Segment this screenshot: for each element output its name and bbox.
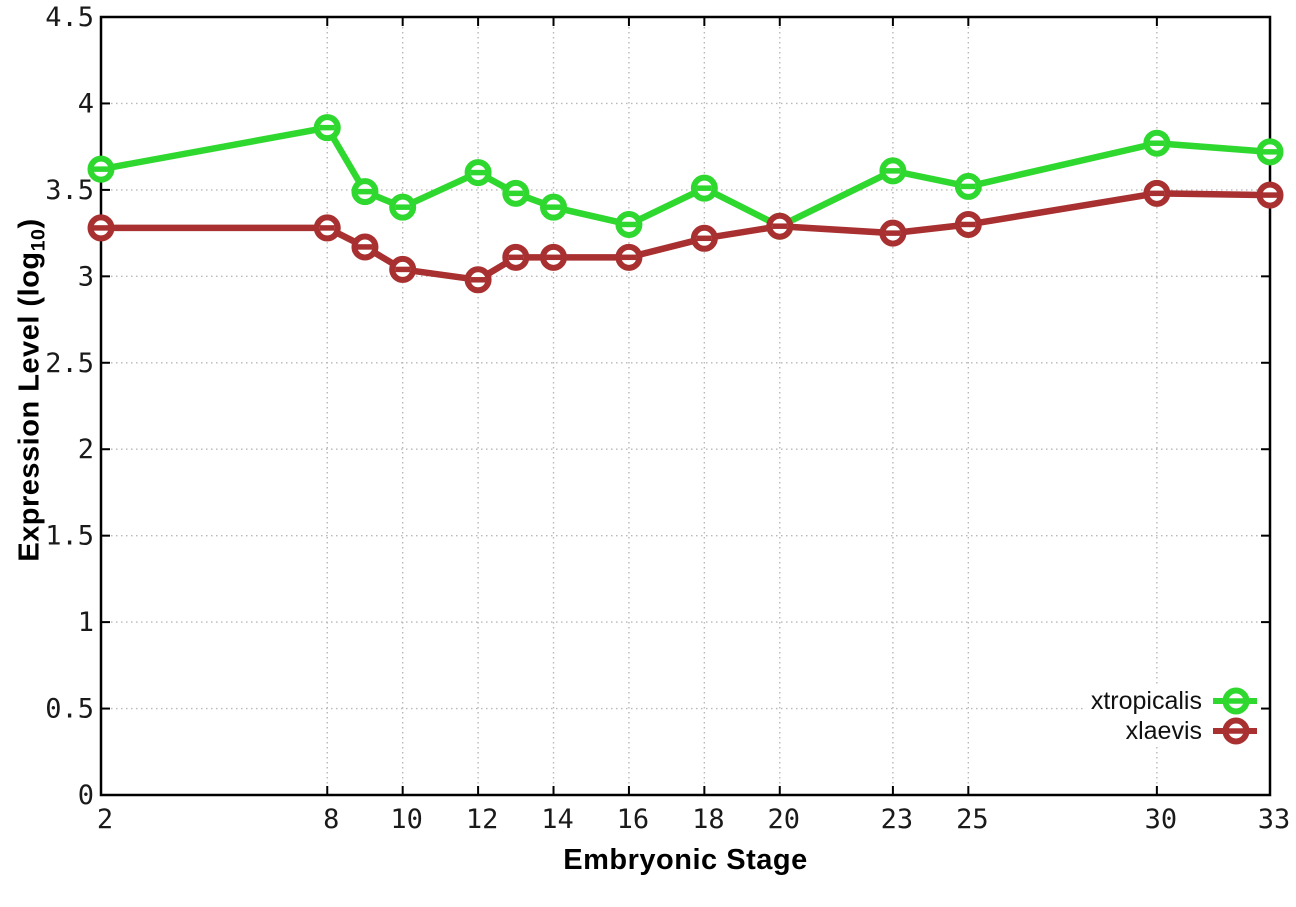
y-tick-label: 3 [78,261,94,292]
series-xtropicalis [87,114,1284,240]
x-tick-label: 10 [390,804,423,835]
y-tick-label: 3.5 [45,175,94,206]
x-tick-label: 14 [541,804,574,835]
x-tick-label: 25 [956,804,989,835]
x-axis-title: Embryonic Stage [563,844,808,876]
y-axis-title-text: Expression Level (log [13,251,46,562]
y-tick-label: 0 [78,780,94,811]
y-axis-title-subscript: 10 [27,228,50,252]
legend-marker-xlaevis-icon [1213,717,1257,745]
x-tick-label: 30 [1145,804,1178,835]
legend-item-xlaevis: xlaevis [1091,716,1258,746]
x-tick-label: 16 [617,804,650,835]
y-tick-label: 2.5 [45,348,94,379]
legend-item-xtropicalis: xtropicalis [1091,686,1258,716]
x-tick-label: 33 [1258,804,1291,835]
y-tick-labels: 0 0.5 1 1.5 2 2.5 3 3.5 4 4.5 [45,2,94,811]
x-tick-label: 20 [768,804,801,835]
y-axis-title-close: ) [13,218,46,229]
x-tick-label: 12 [466,804,499,835]
x-tick-label: 23 [881,804,914,835]
x-tick-label: 8 [323,804,339,835]
y-axis-title: Expression Level (log10) [13,218,50,562]
y-tick-label: 4.5 [45,2,94,33]
y-tick-label: 2 [78,434,94,465]
series-line-xlaevis [97,190,1274,284]
x-tick-label: 2 [97,804,113,835]
legend-marker-xtropicalis-icon [1213,687,1257,715]
y-tick-label: 4 [78,88,94,119]
legend: xtropicalis xlaevis [1082,686,1258,746]
x-tick-label: 18 [692,804,725,835]
legend-label-xtropicalis: xtropicalis [1090,686,1202,715]
series-line-xtropicalis [97,124,1274,230]
x-tick-labels: 2 8 10 12 14 16 18 20 23 25 30 33 [97,804,1290,835]
y-tick-label: 1 [78,607,94,638]
y-tick-label: 0.5 [45,694,94,725]
y-tick-label: 1.5 [45,521,94,552]
series-xlaevis [87,179,1284,294]
plot-border [99,15,1272,797]
legend-label-xlaevis: xlaevis [1125,716,1202,745]
